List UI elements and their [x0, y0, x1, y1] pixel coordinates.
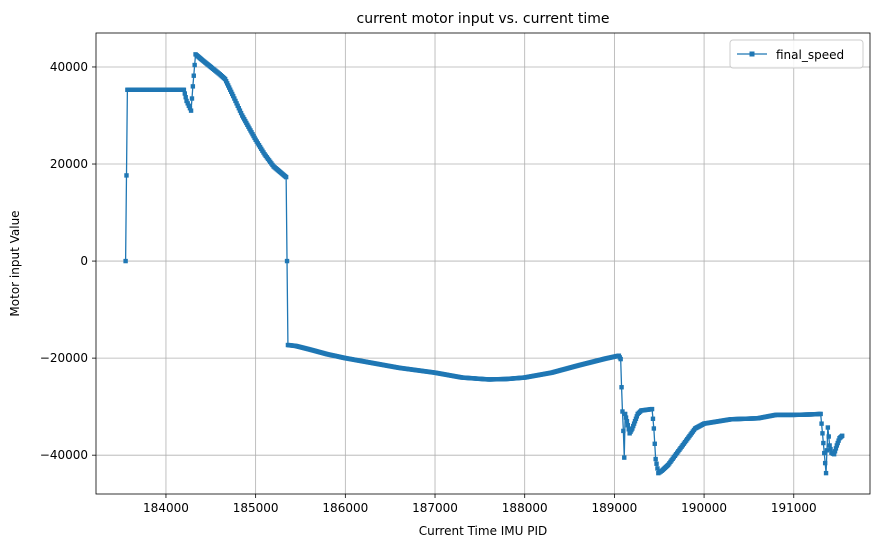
data-point — [835, 440, 840, 446]
data-point — [621, 428, 626, 434]
x-axis-label: Current Time IMU PID — [419, 524, 548, 538]
data-point — [822, 450, 827, 456]
data-point — [825, 425, 831, 430]
data-point — [824, 448, 830, 453]
data-point — [283, 174, 289, 180]
data-point — [634, 414, 640, 419]
data-point — [181, 87, 187, 92]
data-point — [840, 433, 845, 438]
data-point — [189, 96, 195, 101]
data-point — [655, 466, 660, 471]
ticks: 184000 185000 186000 187000 188000 189000 1900… — [40, 60, 817, 515]
data-point — [624, 419, 630, 424]
data-point — [123, 258, 128, 264]
data-point — [234, 101, 239, 106]
data-point — [823, 470, 829, 476]
data-point — [619, 385, 624, 390]
x-tick-label: 188000 — [502, 501, 548, 515]
data-point — [652, 441, 657, 446]
data-point — [188, 108, 194, 113]
data-point — [623, 415, 629, 420]
data-point — [649, 406, 655, 412]
data-point — [232, 96, 237, 101]
data-point — [187, 106, 193, 111]
x-tick-label: 184000 — [143, 501, 189, 515]
y-tick-label: −20000 — [40, 351, 88, 365]
data-point — [620, 409, 625, 414]
data-point — [828, 446, 833, 452]
data-point — [654, 461, 659, 466]
data-point — [836, 438, 841, 443]
data-point — [626, 427, 631, 432]
chart-title: current motor input vs. current time — [357, 11, 610, 27]
data-point — [651, 426, 657, 431]
y-axis-label: Motor input Value — [8, 210, 22, 316]
legend-marker — [749, 51, 755, 57]
data-point — [236, 106, 242, 111]
data-point — [284, 258, 290, 264]
data-point — [826, 434, 831, 439]
data-point — [832, 449, 838, 454]
legend: final_speed — [729, 39, 864, 69]
data-point — [631, 421, 637, 426]
data-point — [182, 91, 187, 96]
data-point — [833, 446, 839, 451]
data-point — [237, 108, 243, 113]
data-point — [822, 460, 828, 466]
data-point — [618, 356, 623, 362]
data-point — [821, 440, 826, 446]
series-layer — [123, 52, 845, 476]
x-tick-label: 191000 — [771, 501, 817, 515]
x-tick-label: 185000 — [233, 501, 279, 515]
data-point — [632, 419, 638, 424]
x-tick-label: 190000 — [681, 501, 727, 515]
legend-label: final_speed — [776, 48, 844, 62]
data-point — [819, 421, 824, 426]
data-point — [653, 456, 658, 462]
data-point — [186, 103, 192, 108]
data-point — [238, 110, 244, 116]
data-point — [124, 173, 129, 178]
data-point — [231, 93, 236, 99]
y-tick-label: 0 — [80, 254, 88, 268]
x-tick-label: 189000 — [591, 501, 637, 515]
data-point — [625, 423, 631, 428]
y-tick-label: 40000 — [50, 60, 88, 74]
data-point — [818, 411, 823, 417]
data-point — [827, 443, 832, 448]
data-point — [650, 416, 656, 421]
data-point — [631, 423, 636, 429]
x-tick-label: 186000 — [322, 501, 368, 515]
data-point — [192, 62, 197, 68]
y-tick-label: −40000 — [40, 448, 88, 462]
data-point — [233, 98, 238, 104]
data-point — [190, 84, 196, 89]
x-tick-label: 187000 — [412, 501, 458, 515]
data-point — [191, 73, 196, 78]
data-point — [633, 416, 639, 421]
data-point — [834, 443, 840, 448]
data-point — [183, 95, 188, 100]
y-tick-label: 20000 — [50, 157, 88, 171]
data-point — [630, 426, 635, 431]
data-point — [831, 452, 837, 457]
data-point — [184, 98, 189, 104]
data-point — [622, 411, 628, 417]
data-point — [820, 431, 825, 436]
data-point — [622, 455, 627, 460]
data-point — [185, 101, 190, 106]
plot-frame — [95, 32, 871, 495]
data-point — [235, 103, 240, 108]
legend-box — [729, 39, 864, 69]
